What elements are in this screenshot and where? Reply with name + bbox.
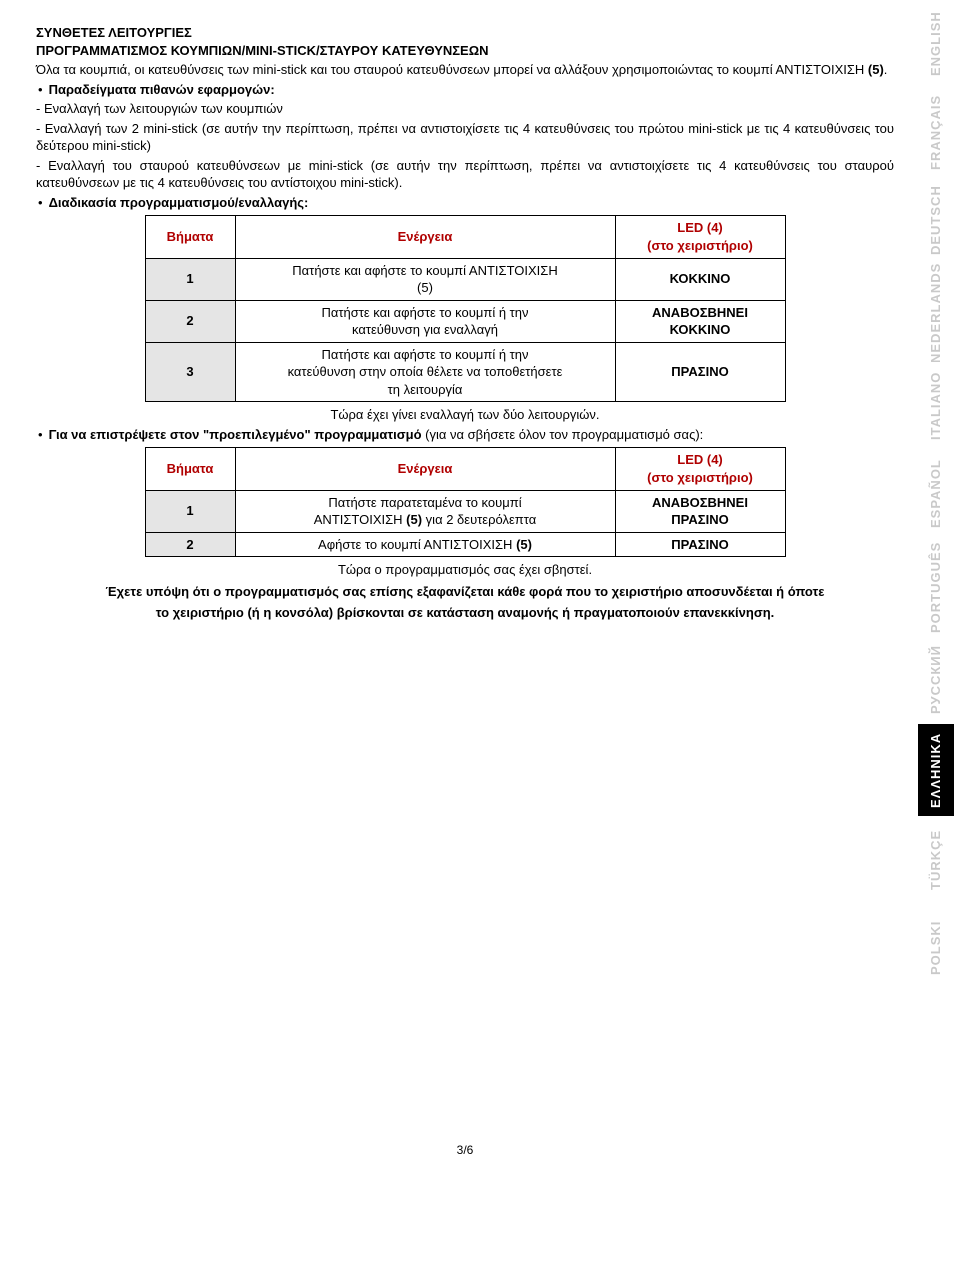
language-tabs: ENGLISHFRANÇAISDEUTSCHNEDERLANDSITALIANO… [918, 0, 954, 992]
after-table2-text: Τώρα ο προγραμματισμός σας έχει σβηστεί. [36, 561, 894, 579]
example-line-3: - Εναλλαγή του σταυρού κατευθύνσεων με m… [36, 157, 894, 192]
heading-advanced: ΣΥΝΘΕΤΕΣ ΛΕΙΤΟΥΡΓΙΕΣ [36, 24, 894, 42]
lang-tab-nederlands[interactable]: NEDERLANDS [918, 264, 954, 362]
lang-tab-español[interactable]: ESPAÑOL [918, 450, 954, 538]
step-cell: 3 [145, 342, 235, 402]
intro-paragraph: Όλα τα κουμπιά, οι κατευθύνσεις των mini… [36, 61, 894, 79]
lang-tab-italiano[interactable]: ITALIANO [918, 362, 954, 450]
heading-programming: ΠΡΟΓΡΑΜΜΑΤΙΣΜΟΣ ΚΟΥΜΠΙΩΝ/MINI-STICK/ΣΤΑΥ… [36, 42, 894, 60]
action-cell: Πατήστε και αφήστε το κουμπί ΑΝΤΙΣΤΟΙΧΙΣ… [235, 258, 615, 300]
intro-end: . [884, 62, 888, 77]
col-led: LED (4)(στο χειριστήριο) [615, 216, 785, 258]
col-steps: Βήματα [145, 448, 235, 490]
led-cell: ΑΝΑΒΟΣΒΗΝΕΙΚΟΚΚΙΝΟ [615, 300, 785, 342]
bullet-examples: • Παραδείγματα πιθανών εφαρμογών: [36, 81, 894, 99]
step-cell: 1 [145, 258, 235, 300]
lang-tab-deutsch[interactable]: DEUTSCH [918, 176, 954, 264]
step-cell: 2 [145, 300, 235, 342]
page-number: 3/6 [36, 1142, 894, 1158]
bullet-reset-rest: (για να σβήσετε όλον τον προγραμματισμό … [422, 427, 704, 442]
example-line-1: - Εναλλαγή των λειτουργιών των κουμπιών [36, 100, 894, 118]
led-cell: ΑΝΑΒΟΣΒΗΝΕΙΠΡΑΣΙΝΟ [615, 490, 785, 532]
procedure-table-2: ΒήματαΕνέργειαLED (4)(στο χειριστήριο)1Π… [145, 447, 786, 557]
after-table1-text: Τώρα έχει γίνει εναλλαγή των δύο λειτουρ… [36, 406, 894, 424]
action-cell: Αφήστε το κουμπί ΑΝΤΙΣΤΟΙΧΙΣΗ (5) [235, 532, 615, 557]
example-line-2: - Εναλλαγή των 2 mini-stick (σε αυτήν τη… [36, 120, 894, 155]
intro-bold: (5) [868, 62, 884, 77]
step-cell: 2 [145, 532, 235, 557]
led-cell: ΠΡΑΣΙΝΟ [615, 342, 785, 402]
bullet-procedure: • Διαδικασία προγραμματισμού/εναλλαγής: [36, 194, 894, 212]
procedure-table-1: ΒήματαΕνέργειαLED (4)(στο χειριστήριο)1Π… [145, 215, 786, 402]
lang-tab-русский[interactable]: РУССКИЙ [918, 636, 954, 724]
col-led: LED (4)(στο χειριστήριο) [615, 448, 785, 490]
bullet-reset-bold: Για να επιστρέψετε στον "προεπιλεγμένο" … [49, 427, 422, 442]
note-line-2: το χειριστήριο (ή η κονσόλα) βρίσκονται … [36, 604, 894, 622]
intro-text: Όλα τα κουμπιά, οι κατευθύνσεις των mini… [36, 62, 868, 77]
bullet-dot: • [36, 194, 43, 212]
bullet-procedure-text: Διαδικασία προγραμματισμού/εναλλαγής: [49, 194, 894, 212]
action-cell: Πατήστε και αφήστε το κουμπί ή τηνκατεύθ… [235, 342, 615, 402]
step-cell: 1 [145, 490, 235, 532]
bullet-reset: • Για να επιστρέψετε στον "προεπιλεγμένο… [36, 426, 894, 444]
lang-tab-ελληνικα[interactable]: ΕΛΛΗΝΙΚΑ [918, 724, 954, 816]
lang-tab-english[interactable]: ENGLISH [918, 0, 954, 88]
bullet-examples-text: Παραδείγματα πιθανών εφαρμογών: [49, 81, 894, 99]
lang-tab-türkçe[interactable]: TÜRKÇE [918, 816, 954, 904]
action-cell: Πατήστε και αφήστε το κουμπί ή τηνκατεύθ… [235, 300, 615, 342]
bullet-reset-text: Για να επιστρέψετε στον "προεπιλεγμένο" … [49, 426, 894, 444]
led-cell: ΚΟΚΚΙΝΟ [615, 258, 785, 300]
col-steps: Βήματα [145, 216, 235, 258]
led-cell: ΠΡΑΣΙΝΟ [615, 532, 785, 557]
col-action: Ενέργεια [235, 448, 615, 490]
action-cell: Πατήστε παρατεταμένα το κουμπίΑΝΤΙΣΤΟΙΧΙ… [235, 490, 615, 532]
lang-tab-français[interactable]: FRANÇAIS [918, 88, 954, 176]
bullet-dot: • [36, 426, 43, 444]
lang-tab-português[interactable]: PORTUGUÊS [918, 538, 954, 636]
col-action: Ενέργεια [235, 216, 615, 258]
lang-tab-polski[interactable]: POLSKI [918, 904, 954, 992]
note-line-1: Έχετε υπόψη ότι ο προγραμματισμός σας επ… [36, 583, 894, 601]
bullet-dot: • [36, 81, 43, 99]
